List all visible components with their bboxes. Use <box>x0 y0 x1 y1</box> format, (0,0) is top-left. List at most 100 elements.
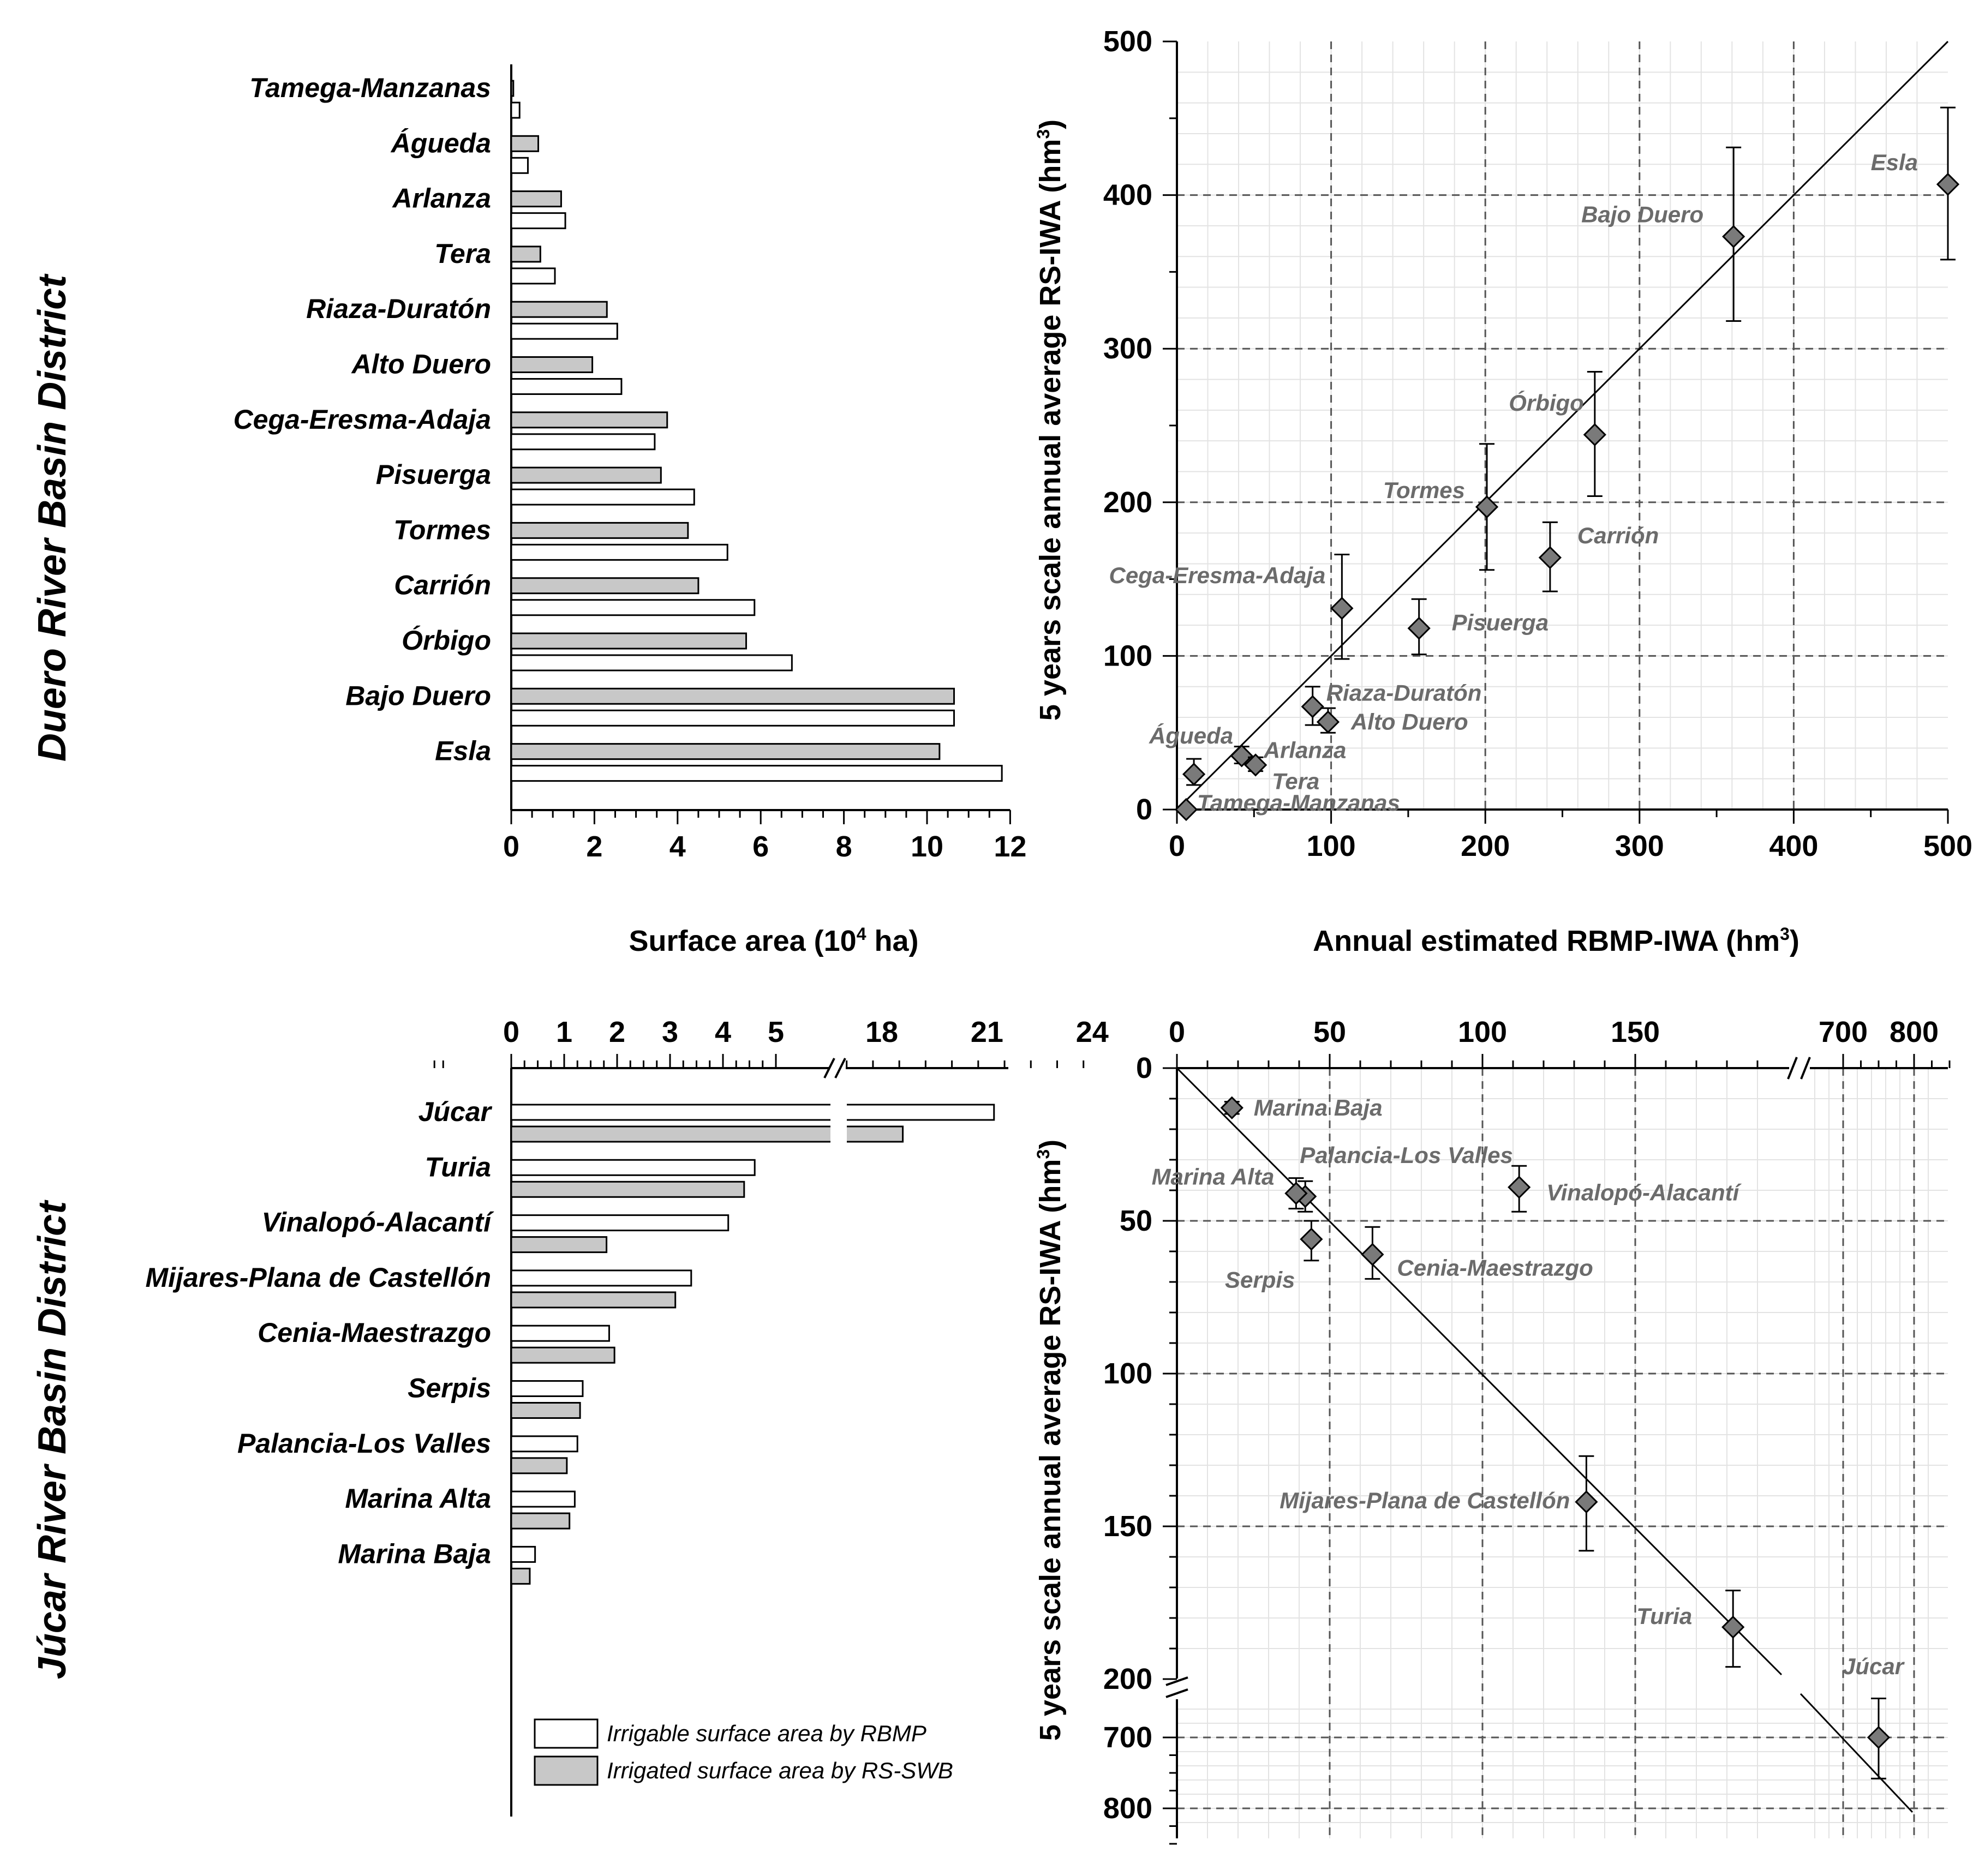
jucar-bar-rs <box>510 1180 745 1198</box>
duero-scatter-y-tick-label: 500 <box>1103 25 1152 58</box>
duero-point-marker <box>1475 495 1499 519</box>
duero-identity-line <box>1176 40 1949 811</box>
duero-scatter-x-tick-label: 200 <box>1461 830 1510 862</box>
duero-scatter-x-tick-label: 300 <box>1615 830 1664 862</box>
duero-bars-x-tick-label: 6 <box>752 830 769 863</box>
duero-bar-chart: 0 2 4 6 8 10 12 Tamega-Manzanas Águeda Arlanza Ter… <box>234 64 1026 863</box>
duero-point-label: Águeda <box>1149 723 1233 748</box>
jucar-bar-rbmp <box>510 1490 576 1508</box>
duero-point-label: Órbigo <box>1509 390 1584 416</box>
duero-point-label: Cega-Eresma-Adaja <box>1109 562 1326 588</box>
duero-point-marker <box>1244 753 1267 777</box>
duero-category-label: Tamega-Manzanas <box>249 73 491 103</box>
legend-swatch-rbmp <box>534 1718 599 1749</box>
jucar-point-label: Marina Alta <box>1152 1164 1275 1190</box>
duero-bar-rs <box>510 80 515 97</box>
jucar-district-title: Júcar River Basin District <box>31 1200 74 1679</box>
jucar-scatter-y-tick-label: 800 <box>1103 1792 1152 1825</box>
jucar-category-label: Mijares-Plana de Castellón <box>145 1262 491 1293</box>
duero-district-title: Duero River Basin District <box>31 273 74 762</box>
duero-point-marker <box>1301 695 1324 718</box>
jucar-scatter-axis-break-mark <box>1800 1057 1811 1080</box>
duero-category-label: Arlanza <box>391 183 491 214</box>
duero-category-label: Cega-Eresma-Adaja <box>234 404 491 435</box>
jucar-identity-line <box>1176 1067 1783 1676</box>
jucar-point-label: Mijares-Plana de Castellón <box>1280 1488 1570 1513</box>
jucar-bar-rbmp <box>510 1324 610 1342</box>
duero-category-label: Alto Duero <box>350 349 491 380</box>
duero-bar-rs <box>510 743 941 760</box>
jucar-scatter-y-tick-label: 150 <box>1103 1510 1152 1543</box>
jucar-point-label: Serpis <box>1225 1267 1295 1293</box>
jucar-scatter-axis-break-mark <box>1787 1057 1798 1080</box>
duero-scatter-y-tick-label: 200 <box>1103 486 1152 519</box>
jucar-bars-x-tick-label: 5 <box>768 1016 784 1048</box>
jucar-point-marker <box>1284 1182 1308 1205</box>
jucar-scatter-y-tick-label: 200 <box>1103 1663 1152 1695</box>
jucar-scatter-x-tick-label: 700 <box>1819 1016 1868 1048</box>
jucar-point-label: Marina Baja <box>1254 1095 1383 1120</box>
duero-bar-rs <box>510 411 668 429</box>
jucar-bars-x-tick-label: 24 <box>1076 1016 1109 1048</box>
jucar-bars-x-tick-label: 2 <box>609 1016 625 1048</box>
duero-bar-rs <box>510 356 594 373</box>
duero-bars-x-tick-label: 8 <box>836 830 852 863</box>
jucar-bar-rs <box>510 1457 568 1475</box>
duero-bar-rs <box>510 245 541 263</box>
legend-swatch-rs <box>534 1755 599 1786</box>
duero-bar-rs <box>510 190 562 208</box>
duero-point-label: Carrión <box>1577 523 1659 548</box>
jucar-bars-x-tick-label: 1 <box>556 1016 572 1048</box>
duero-bars-x-tick-label: 10 <box>911 830 943 863</box>
duero-point-label: Tormes <box>1383 477 1465 503</box>
duero-bar-rs <box>510 687 955 705</box>
jucar-scatter-x-tick-label: 0 <box>1169 1016 1185 1048</box>
duero-point-marker <box>1407 616 1431 640</box>
duero-point-marker <box>1583 423 1606 447</box>
jucar-identity-line <box>1799 1693 1914 1813</box>
jucar-point-marker <box>1361 1243 1384 1266</box>
jucar-bar-rbmp <box>510 1159 756 1176</box>
duero-bar-rs <box>510 522 689 539</box>
duero-point-label: Bajo Duero <box>1581 202 1703 227</box>
jucar-bar-break-gap <box>830 1125 847 1143</box>
jucar-scatter-y-tick-label: 700 <box>1103 1721 1152 1754</box>
duero-bar-rbmp <box>510 709 955 727</box>
duero-category-label: Carrión <box>394 570 491 601</box>
duero-scatter-x-tick-label: 100 <box>1307 830 1356 862</box>
duero-scatter-x-tick-label: 500 <box>1923 830 1972 862</box>
jucar-bar-rs <box>510 1567 531 1585</box>
duero-bar-rbmp <box>510 157 529 174</box>
jucar-scatter-y-tick-label: 100 <box>1103 1357 1152 1390</box>
jucar-bar-rs <box>510 1512 571 1530</box>
duero-bar-rbmp <box>510 378 623 395</box>
duero-point-label: Esla <box>1871 149 1918 175</box>
jucar-bar-rbmp <box>510 1435 578 1453</box>
jucar-category-label: Turia <box>425 1152 491 1182</box>
jucar-point-label: Vinalopó-Alacantí <box>1546 1179 1742 1205</box>
duero-point-marker <box>1174 798 1198 822</box>
jucar-scatter-x-tick-label: 50 <box>1313 1016 1346 1048</box>
scatter-x-axis-title: Annual estimated RBMP-IWA (hm3) <box>1313 924 1799 957</box>
duero-scatter-y-tick-label: 100 <box>1103 639 1152 672</box>
jucar-bar-rbmp <box>510 1380 584 1397</box>
jucar-bars-x-tick-label: 4 <box>715 1016 731 1048</box>
duero-bar-rbmp <box>510 543 728 561</box>
duero-bars-x-tick-label: 2 <box>586 830 602 863</box>
duero-point-label: Tera <box>1272 768 1319 794</box>
jucar-bars-x-tick-label: 18 <box>865 1016 898 1048</box>
duero-scatter-y-tick-label: 0 <box>1136 793 1152 826</box>
duero-point-marker <box>1330 596 1354 620</box>
jucar-scatter-chart: 0 50 100 150 700 800 0 50 100 150 200 700 800 Júcar Tu… <box>1103 1016 1951 1845</box>
duero-scatter-chart: 0 100 200 300 400 500 0 100 200 300 400 500 Esla Bajo… <box>1103 25 1972 862</box>
duero-category-label: Tera <box>434 238 491 269</box>
duero-bar-rs <box>510 577 699 595</box>
jucar-scatter-y-tick-label: 50 <box>1120 1204 1152 1237</box>
duero-bar-rs <box>510 135 540 152</box>
jucar-bar-rs <box>510 1291 677 1309</box>
jucar-bar-rbmp <box>510 1269 692 1287</box>
duero-bar-rbmp <box>510 599 756 616</box>
jucar-category-label: Júcar <box>418 1096 493 1127</box>
duero-scatter-y-axis-title: 5 years scale annual average RS-IWA (hm3… <box>1033 119 1067 721</box>
